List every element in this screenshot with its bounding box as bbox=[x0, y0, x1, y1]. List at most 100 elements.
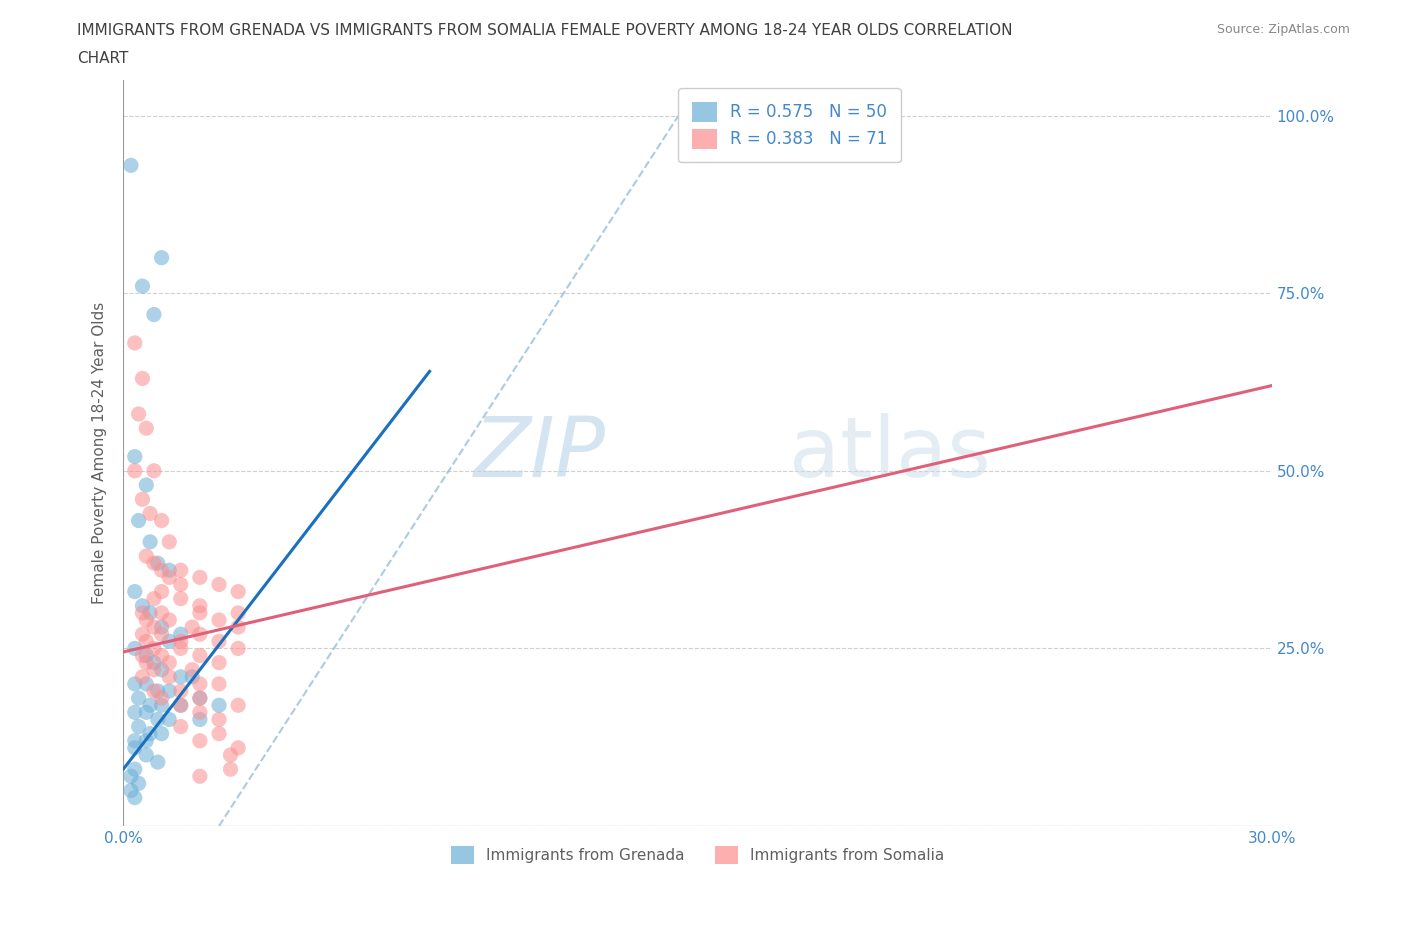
Point bbox=[135, 478, 157, 493]
Point bbox=[120, 783, 142, 798]
Point bbox=[170, 563, 193, 578]
Point bbox=[150, 726, 173, 741]
Point bbox=[208, 613, 231, 628]
Point bbox=[131, 670, 153, 684]
Point bbox=[157, 670, 180, 684]
Point bbox=[131, 492, 153, 507]
Point bbox=[131, 648, 153, 663]
Point bbox=[128, 406, 150, 421]
Point bbox=[128, 691, 150, 706]
Point bbox=[150, 698, 173, 712]
Point bbox=[208, 676, 231, 691]
Point bbox=[188, 712, 211, 727]
Point bbox=[131, 605, 153, 620]
Point bbox=[135, 655, 157, 670]
Point bbox=[170, 698, 193, 712]
Point bbox=[226, 641, 249, 656]
Point bbox=[157, 570, 180, 585]
Point bbox=[208, 577, 231, 591]
Point bbox=[188, 769, 211, 784]
Point bbox=[170, 684, 193, 698]
Point bbox=[150, 662, 173, 677]
Point bbox=[124, 705, 146, 720]
Point bbox=[124, 762, 146, 777]
Point bbox=[170, 698, 193, 712]
Point bbox=[188, 570, 211, 585]
Point bbox=[131, 598, 153, 613]
Point bbox=[181, 670, 204, 684]
Point bbox=[146, 754, 169, 769]
Point bbox=[128, 776, 150, 790]
Point bbox=[157, 712, 180, 727]
Point bbox=[208, 712, 231, 727]
Point bbox=[219, 762, 242, 777]
Point bbox=[157, 634, 180, 649]
Point bbox=[124, 449, 146, 464]
Text: CHART: CHART bbox=[77, 51, 129, 66]
Y-axis label: Female Poverty Among 18-24 Year Olds: Female Poverty Among 18-24 Year Olds bbox=[93, 302, 107, 604]
Point bbox=[150, 563, 173, 578]
Point bbox=[120, 769, 142, 784]
Point bbox=[124, 790, 146, 805]
Point bbox=[150, 627, 173, 642]
Point bbox=[226, 605, 249, 620]
Point bbox=[150, 619, 173, 634]
Point bbox=[157, 655, 180, 670]
Point bbox=[146, 712, 169, 727]
Point bbox=[135, 705, 157, 720]
Text: atlas: atlas bbox=[790, 413, 991, 494]
Point bbox=[139, 535, 162, 550]
Point bbox=[135, 420, 157, 435]
Point bbox=[181, 662, 204, 677]
Point bbox=[139, 698, 162, 712]
Point bbox=[150, 691, 173, 706]
Text: Source: ZipAtlas.com: Source: ZipAtlas.com bbox=[1216, 23, 1350, 36]
Point bbox=[124, 734, 146, 749]
Point bbox=[208, 726, 231, 741]
Point bbox=[142, 463, 165, 478]
Point bbox=[135, 549, 157, 564]
Point bbox=[135, 676, 157, 691]
Point bbox=[150, 605, 173, 620]
Point bbox=[170, 627, 193, 642]
Point bbox=[188, 705, 211, 720]
Point bbox=[157, 535, 180, 550]
Point bbox=[131, 627, 153, 642]
Point bbox=[142, 655, 165, 670]
Point bbox=[208, 634, 231, 649]
Point bbox=[142, 619, 165, 634]
Point bbox=[150, 648, 173, 663]
Point bbox=[170, 670, 193, 684]
Point bbox=[226, 584, 249, 599]
Point bbox=[142, 556, 165, 571]
Point bbox=[188, 648, 211, 663]
Point bbox=[131, 371, 153, 386]
Point bbox=[124, 463, 146, 478]
Point bbox=[170, 577, 193, 591]
Point bbox=[146, 684, 169, 698]
Point bbox=[142, 641, 165, 656]
Point bbox=[226, 619, 249, 634]
Point bbox=[219, 748, 242, 763]
Point bbox=[150, 513, 173, 528]
Point bbox=[124, 584, 146, 599]
Point bbox=[146, 556, 169, 571]
Point bbox=[188, 627, 211, 642]
Point bbox=[157, 563, 180, 578]
Point bbox=[150, 250, 173, 265]
Point bbox=[170, 641, 193, 656]
Point bbox=[128, 719, 150, 734]
Point bbox=[120, 158, 142, 173]
Point bbox=[188, 691, 211, 706]
Point bbox=[188, 598, 211, 613]
Point bbox=[124, 641, 146, 656]
Point bbox=[124, 676, 146, 691]
Point bbox=[124, 336, 146, 351]
Point bbox=[170, 634, 193, 649]
Text: ZIP: ZIP bbox=[474, 413, 606, 494]
Point bbox=[170, 591, 193, 606]
Point bbox=[170, 719, 193, 734]
Point bbox=[188, 605, 211, 620]
Point bbox=[142, 684, 165, 698]
Point bbox=[131, 279, 153, 294]
